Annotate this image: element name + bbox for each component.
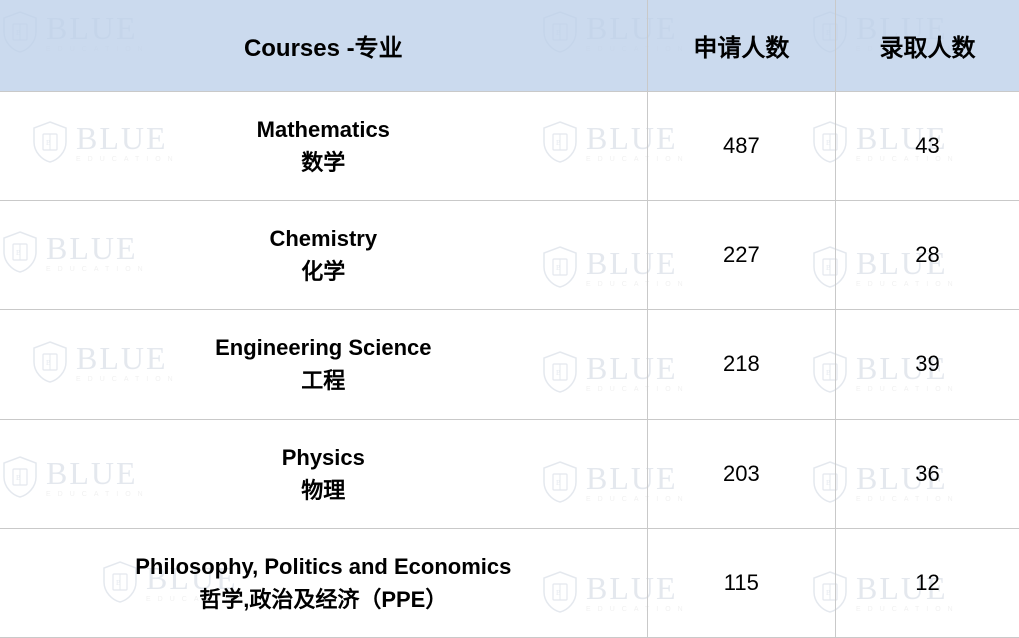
course-name-en: Engineering Science xyxy=(8,331,639,364)
course-name-cn: 数学 xyxy=(8,146,639,179)
cell-course: Engineering Science工程 xyxy=(0,310,647,419)
table-row: Engineering Science工程21839 xyxy=(0,310,1019,419)
course-name-cn: 工程 xyxy=(8,364,639,397)
cell-applicants: 487 xyxy=(647,92,836,201)
header-course: Courses -专业 xyxy=(0,0,647,92)
cell-admitted: 28 xyxy=(836,201,1019,310)
table-header-row: Courses -专业 申请人数 录取人数 xyxy=(0,0,1019,92)
course-name-cn: 化学 xyxy=(8,255,639,288)
cell-applicants: 115 xyxy=(647,528,836,637)
cell-applicants: 203 xyxy=(647,419,836,528)
table-row: Physics物理20336 xyxy=(0,419,1019,528)
cell-course: Physics物理 xyxy=(0,419,647,528)
course-name-cn: 物理 xyxy=(8,474,639,507)
table-row: Mathematics数学48743 xyxy=(0,92,1019,201)
table-row: Chemistry化学22728 xyxy=(0,201,1019,310)
course-name-cn: 哲学,政治及经济（PPE） xyxy=(8,583,639,616)
cell-applicants: 218 xyxy=(647,310,836,419)
cell-course: Chemistry化学 xyxy=(0,201,647,310)
table-container: Courses -专业 申请人数 录取人数 Mathematics数学48743… xyxy=(0,0,1019,638)
cell-admitted: 39 xyxy=(836,310,1019,419)
course-name-en: Mathematics xyxy=(8,113,639,146)
table-body: Mathematics数学48743Chemistry化学22728Engine… xyxy=(0,92,1019,638)
cell-course: Philosophy, Politics and Economics哲学,政治及… xyxy=(0,528,647,637)
table-row: Philosophy, Politics and Economics哲学,政治及… xyxy=(0,528,1019,637)
cell-admitted: 12 xyxy=(836,528,1019,637)
course-name-en: Physics xyxy=(8,441,639,474)
cell-admitted: 36 xyxy=(836,419,1019,528)
header-applicants: 申请人数 xyxy=(647,0,836,92)
header-admitted: 录取人数 xyxy=(836,0,1019,92)
course-name-en: Chemistry xyxy=(8,222,639,255)
cell-applicants: 227 xyxy=(647,201,836,310)
course-name-en: Philosophy, Politics and Economics xyxy=(8,550,639,583)
cell-course: Mathematics数学 xyxy=(0,92,647,201)
courses-table: Courses -专业 申请人数 录取人数 Mathematics数学48743… xyxy=(0,0,1019,638)
cell-admitted: 43 xyxy=(836,92,1019,201)
